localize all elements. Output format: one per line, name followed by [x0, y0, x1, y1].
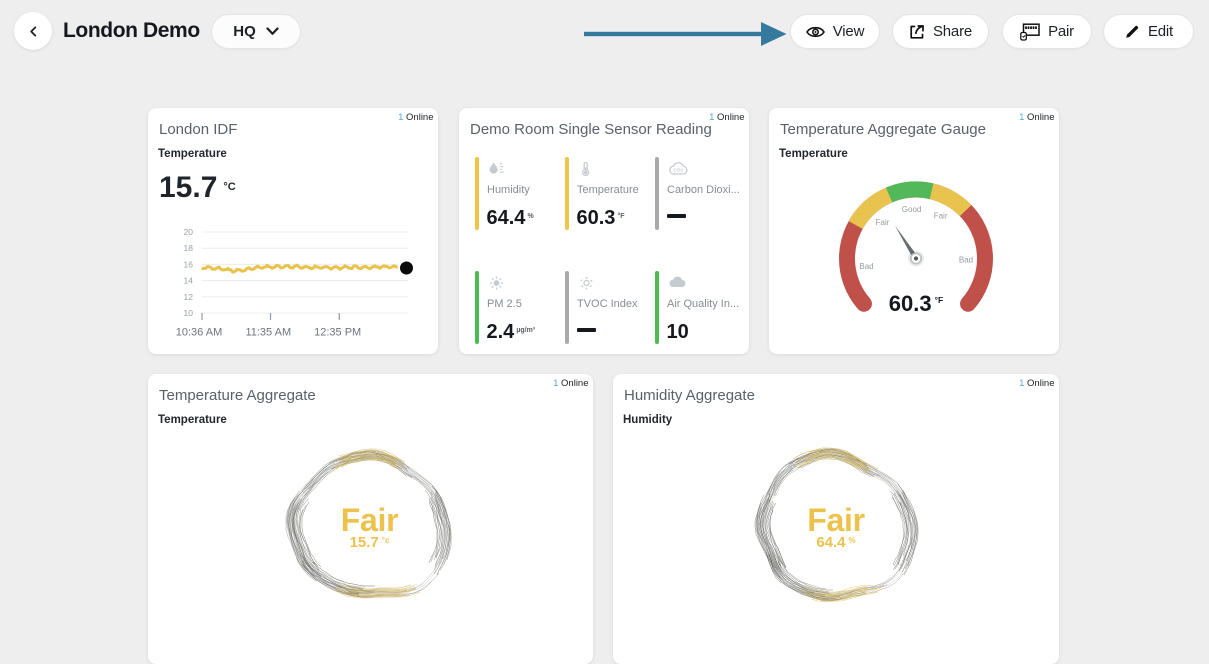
- svg-text:Fair: Fair: [934, 212, 948, 221]
- svg-text:20: 20: [184, 227, 194, 237]
- svg-text:Good: Good: [902, 205, 922, 214]
- svg-text:12:35 PM: 12:35 PM: [314, 327, 361, 339]
- svg-text:10: 10: [184, 308, 194, 318]
- svg-text:14: 14: [184, 276, 194, 286]
- svg-text:Bad: Bad: [959, 255, 973, 264]
- svg-text:CO2: CO2: [673, 168, 683, 174]
- svg-text:10:36 AM: 10:36 AM: [176, 327, 222, 339]
- svg-text:Bad: Bad: [859, 262, 873, 271]
- svg-text:12: 12: [184, 292, 194, 302]
- svg-text:18: 18: [184, 243, 194, 253]
- svg-text:16: 16: [184, 259, 194, 269]
- svg-text:Fair: Fair: [876, 218, 890, 227]
- svg-text:11:35 AM: 11:35 AM: [245, 327, 291, 339]
